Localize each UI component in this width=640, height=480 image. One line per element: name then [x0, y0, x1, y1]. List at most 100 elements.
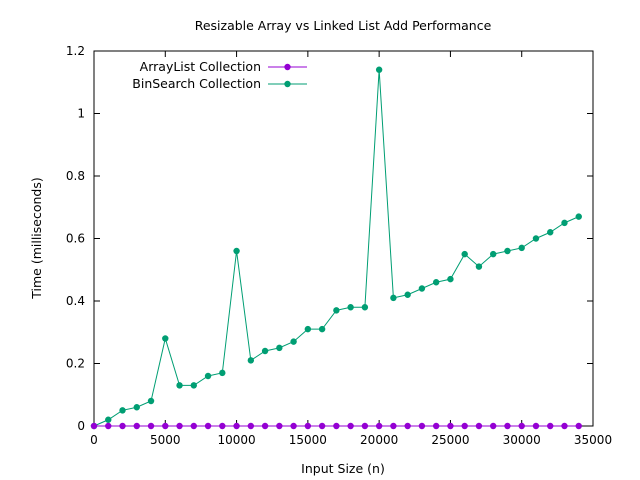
data-point	[247, 422, 255, 430]
y-axis-title: Time (milliseconds)	[29, 177, 44, 299]
data-point	[233, 247, 240, 255]
series-layer	[90, 66, 582, 430]
data-point	[490, 250, 497, 258]
data-point	[532, 422, 540, 430]
data-point	[518, 422, 525, 430]
data-point	[190, 382, 197, 389]
data-point	[447, 422, 454, 430]
series-line	[93, 69, 579, 427]
x-tick-label: 20000	[360, 433, 398, 447]
data-point	[561, 422, 568, 430]
data-point	[261, 422, 269, 430]
data-point	[304, 325, 312, 333]
y-tick-label: 0.8	[66, 169, 85, 183]
data-point	[447, 275, 454, 283]
y-axis-ticks: 0 0.2 0.4 0.6 0.8 1 1.2	[66, 44, 593, 433]
data-point	[133, 422, 140, 430]
data-point	[575, 422, 582, 430]
data-point	[162, 422, 169, 430]
data-point	[404, 291, 411, 298]
x-axis-ticks: 0 5000 10000 15000 20000 25000 30000 35000	[90, 51, 612, 447]
data-point	[133, 404, 140, 411]
x-axis-title: Input Size (n)	[301, 461, 385, 476]
data-point	[532, 235, 540, 242]
x-tick-label: 30000	[503, 433, 541, 447]
x-tick-label: 5000	[150, 433, 181, 447]
data-point	[461, 422, 468, 430]
data-point	[475, 422, 483, 430]
data-point	[219, 369, 226, 377]
data-point	[390, 294, 397, 302]
legend-label: ArrayList Collection	[140, 59, 261, 74]
data-point	[347, 422, 354, 430]
data-point	[461, 250, 468, 258]
data-point	[276, 422, 283, 430]
data-point	[575, 213, 582, 220]
data-point	[432, 279, 440, 286]
data-point	[504, 422, 511, 430]
data-point	[190, 422, 197, 430]
data-point	[333, 422, 340, 430]
data-point	[105, 416, 112, 423]
data-point	[304, 422, 312, 430]
data-point	[418, 422, 426, 430]
data-point	[90, 422, 98, 430]
y-tick-label: 0	[77, 419, 85, 433]
data-point	[404, 422, 411, 430]
data-point	[490, 422, 497, 430]
data-point	[147, 397, 155, 405]
data-point	[219, 422, 226, 430]
x-tick-label: 35000	[574, 433, 612, 447]
data-point	[547, 229, 554, 236]
y-tick-label: 1	[77, 107, 85, 121]
legend-swatch-marker	[284, 63, 291, 71]
data-point	[547, 422, 554, 430]
data-point	[261, 347, 269, 355]
data-point	[276, 344, 283, 352]
data-point	[119, 407, 126, 414]
y-tick-label: 0.2	[66, 357, 85, 371]
data-point	[561, 219, 568, 227]
x-tick-label: 0	[90, 433, 98, 447]
data-point	[105, 422, 112, 430]
data-point	[290, 422, 297, 430]
data-point	[518, 244, 525, 252]
data-point	[318, 325, 326, 333]
data-point	[390, 422, 397, 430]
data-point	[361, 304, 369, 311]
data-point	[418, 285, 426, 292]
data-point	[162, 335, 169, 342]
data-point	[204, 422, 212, 430]
y-tick-label: 0.6	[66, 232, 85, 246]
series-arraylist-collection	[90, 422, 582, 430]
y-tick-label: 1.2	[66, 44, 85, 58]
x-tick-label: 25000	[431, 433, 469, 447]
data-point	[504, 247, 511, 255]
legend: ArrayList Collection BinSearch Collection	[132, 59, 307, 91]
data-point	[475, 263, 483, 270]
data-point	[375, 66, 383, 73]
data-point	[375, 422, 383, 430]
data-point	[318, 422, 326, 430]
data-point	[432, 422, 440, 430]
x-tick-label: 10000	[217, 433, 255, 447]
chart-title: Resizable Array vs Linked List Add Perfo…	[195, 18, 492, 33]
data-point	[333, 307, 340, 314]
plot-frame	[93, 50, 594, 427]
y-tick-label: 0.4	[66, 294, 85, 308]
data-point	[361, 422, 369, 430]
data-point	[347, 304, 354, 311]
data-point	[247, 357, 255, 364]
x-tick-label: 15000	[289, 433, 327, 447]
data-point	[147, 422, 155, 430]
series-binsearch-collection	[90, 66, 582, 430]
data-point	[119, 422, 126, 430]
data-point	[233, 422, 240, 430]
plot-frame-border	[93, 50, 594, 427]
data-point	[204, 372, 212, 380]
legend-swatch-marker	[284, 80, 291, 88]
data-point	[290, 338, 297, 345]
data-point	[176, 382, 183, 389]
data-point	[176, 422, 183, 430]
